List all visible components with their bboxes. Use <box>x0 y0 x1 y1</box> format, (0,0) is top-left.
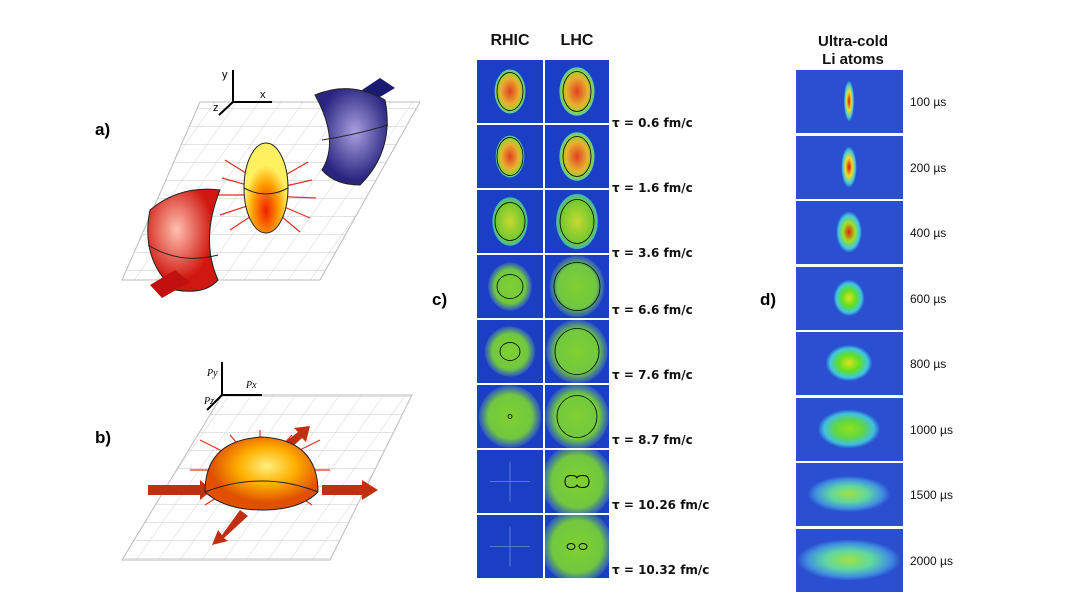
atom-cloud-frame <box>796 70 903 133</box>
axis-y-label: y <box>222 69 228 81</box>
atom-cloud-frame <box>796 201 903 264</box>
simulation-frame <box>545 125 609 188</box>
simulation-frame <box>477 385 543 448</box>
simulation-frame <box>477 60 543 123</box>
simulation-frame <box>545 515 609 578</box>
axis-x-label: x <box>260 89 266 101</box>
time-label: τ = 6.6 fm/c <box>612 303 693 317</box>
time-label: 1500 µs <box>910 488 953 502</box>
simulation-frame <box>545 385 609 448</box>
axis-pz-label: Pz <box>203 396 214 407</box>
blue-nucleus <box>314 78 395 186</box>
simulation-frame <box>477 125 543 188</box>
time-label: 200 µs <box>910 160 947 175</box>
atom-cloud-frame <box>796 266 903 330</box>
simulation-frame <box>545 450 609 513</box>
simulation-frame <box>477 255 543 318</box>
panel-d-title-line1: Ultra-cold <box>817 33 888 50</box>
time-label: τ = 3.6 fm/c <box>612 246 693 260</box>
time-label: τ = 1.6 fm/c <box>612 181 693 195</box>
time-label: 600 µs <box>910 291 947 306</box>
simulation-frame <box>545 60 609 123</box>
time-label: τ = 10.32 fm/c <box>612 563 710 577</box>
panel-d-title: Ultra-cold Li atoms <box>805 33 901 69</box>
collision-illustration: y x z Py Px Pz <box>121 69 420 561</box>
axis-px-label: Px <box>245 380 257 391</box>
time-label: τ = 0.6 fm/c <box>612 116 693 130</box>
atom-cloud-frame <box>796 397 903 461</box>
time-label: τ = 8.7 fm/c <box>612 433 693 447</box>
column-header-lhc: LHC <box>560 32 594 49</box>
simulation-frame <box>477 320 543 383</box>
simulation-frame <box>477 450 543 513</box>
axes-a <box>218 70 272 116</box>
time-label: τ = 7.6 fm/c <box>612 368 693 382</box>
column-header-rhic: RHIC <box>490 32 530 49</box>
axis-py-label: Py <box>206 368 218 379</box>
panel-b-label: b) <box>95 428 112 447</box>
panel-c-label: c) <box>432 290 448 309</box>
panel-a-label: a) <box>95 120 111 139</box>
time-label: 1000 µs <box>910 422 953 437</box>
simulation-frame <box>545 190 609 253</box>
atom-cloud-frame <box>796 463 903 526</box>
simulation-frame <box>477 515 543 578</box>
time-label: τ = 10.26 fm/c <box>612 498 710 512</box>
simulation-frame <box>545 320 609 383</box>
time-label: 2000 µs <box>910 553 953 568</box>
atom-cloud-frame <box>796 332 903 395</box>
fireball-ellipse <box>243 142 289 234</box>
atom-cloud-frame <box>796 135 903 199</box>
time-label: 400 µs <box>910 226 947 240</box>
time-label: 800 µs <box>910 357 947 371</box>
fireball-dome <box>204 436 319 511</box>
red-nucleus <box>147 188 221 298</box>
simulation-frame <box>545 255 609 318</box>
panel-d-label: d) <box>760 290 777 309</box>
panel-d-title-line2: Li atoms <box>822 51 884 68</box>
atom-cloud-frame <box>796 528 903 592</box>
axes-b <box>206 362 262 411</box>
axis-z-label: z <box>213 102 219 114</box>
simulation-frame <box>477 190 543 253</box>
time-label: 100 µs <box>910 95 947 109</box>
